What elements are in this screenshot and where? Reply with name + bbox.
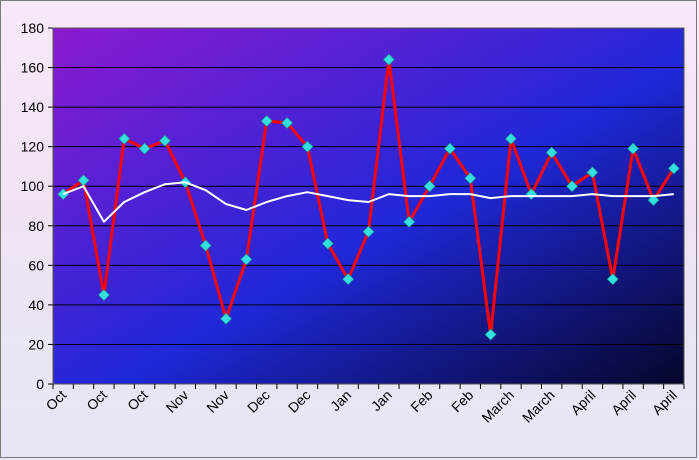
data-point-marker xyxy=(138,142,151,155)
y-tick-label-0: 0 xyxy=(36,376,44,392)
data-point-marker xyxy=(260,115,273,127)
y-tick-label-180: 180 xyxy=(21,20,45,36)
data-point-marker xyxy=(566,180,578,193)
plot-border xyxy=(52,27,685,385)
data-point-marker xyxy=(342,273,355,286)
y-tick-label-80: 80 xyxy=(28,218,44,234)
y-tick-label-160: 160 xyxy=(21,60,45,76)
data-point-marker xyxy=(321,237,334,250)
data-point-marker xyxy=(627,142,640,155)
x-tick-label: April xyxy=(608,387,639,418)
plot-area xyxy=(53,28,684,384)
series-group xyxy=(57,53,680,341)
x-tick-label: Feb xyxy=(448,387,477,416)
y-tick-label-20: 20 xyxy=(28,336,44,352)
data-point-marker xyxy=(362,225,375,238)
data-point-marker xyxy=(505,132,517,145)
x-tick-label: Dec xyxy=(285,387,314,416)
y-tick-label-100: 100 xyxy=(21,178,45,194)
y-tick-label-120: 120 xyxy=(21,139,45,155)
series-line-1 xyxy=(62,181,674,223)
y-tick-label-40: 40 xyxy=(28,297,44,313)
y-tick-label-60: 60 xyxy=(28,257,44,273)
data-point-marker xyxy=(199,239,212,252)
x-tick-label: Dec xyxy=(244,387,273,416)
x-tick-label: Oct xyxy=(83,387,110,414)
data-point-marker xyxy=(97,289,110,301)
data-point-marker xyxy=(118,132,131,145)
x-tick-label: April xyxy=(649,387,680,418)
data-point-marker xyxy=(382,53,395,66)
x-tick-label: Jan xyxy=(327,387,354,414)
data-point-marker xyxy=(667,162,680,175)
data-point-marker xyxy=(220,312,232,325)
axes xyxy=(48,27,685,389)
data-point-marker xyxy=(545,146,558,159)
x-tick-label: Oct xyxy=(124,387,151,414)
data-point-marker xyxy=(647,194,660,206)
x-tick-label: Nov xyxy=(163,387,192,416)
data-point-marker xyxy=(443,142,456,155)
data-point-marker xyxy=(301,140,314,153)
y-tick-label-140: 140 xyxy=(21,99,45,115)
y-axis-ticks: 0 20 40 60 80 100 120 140 160 180 xyxy=(21,20,45,392)
x-tick-label: March xyxy=(519,387,558,426)
x-tick-label: Jan xyxy=(368,387,395,414)
x-tick-label: April xyxy=(567,387,598,418)
data-point-marker xyxy=(464,172,477,185)
data-point-marker xyxy=(240,253,253,266)
x-tick-label: Oct xyxy=(43,387,70,414)
data-point-marker xyxy=(159,134,171,147)
data-point-marker xyxy=(281,117,294,129)
data-point-marker xyxy=(606,273,619,286)
x-tick-label: March xyxy=(478,387,517,426)
x-tick-label: Nov xyxy=(203,387,232,416)
data-point-marker xyxy=(484,328,497,341)
data-point-marker xyxy=(586,166,599,179)
x-tick-label: Feb xyxy=(407,387,436,416)
x-axis-ticks: Oct Oct Oct Nov Nov Dec Dec Jan Jan Feb Feb March Ma… xyxy=(43,387,680,426)
data-point-marker xyxy=(423,180,436,193)
data-point-marker xyxy=(403,215,416,228)
